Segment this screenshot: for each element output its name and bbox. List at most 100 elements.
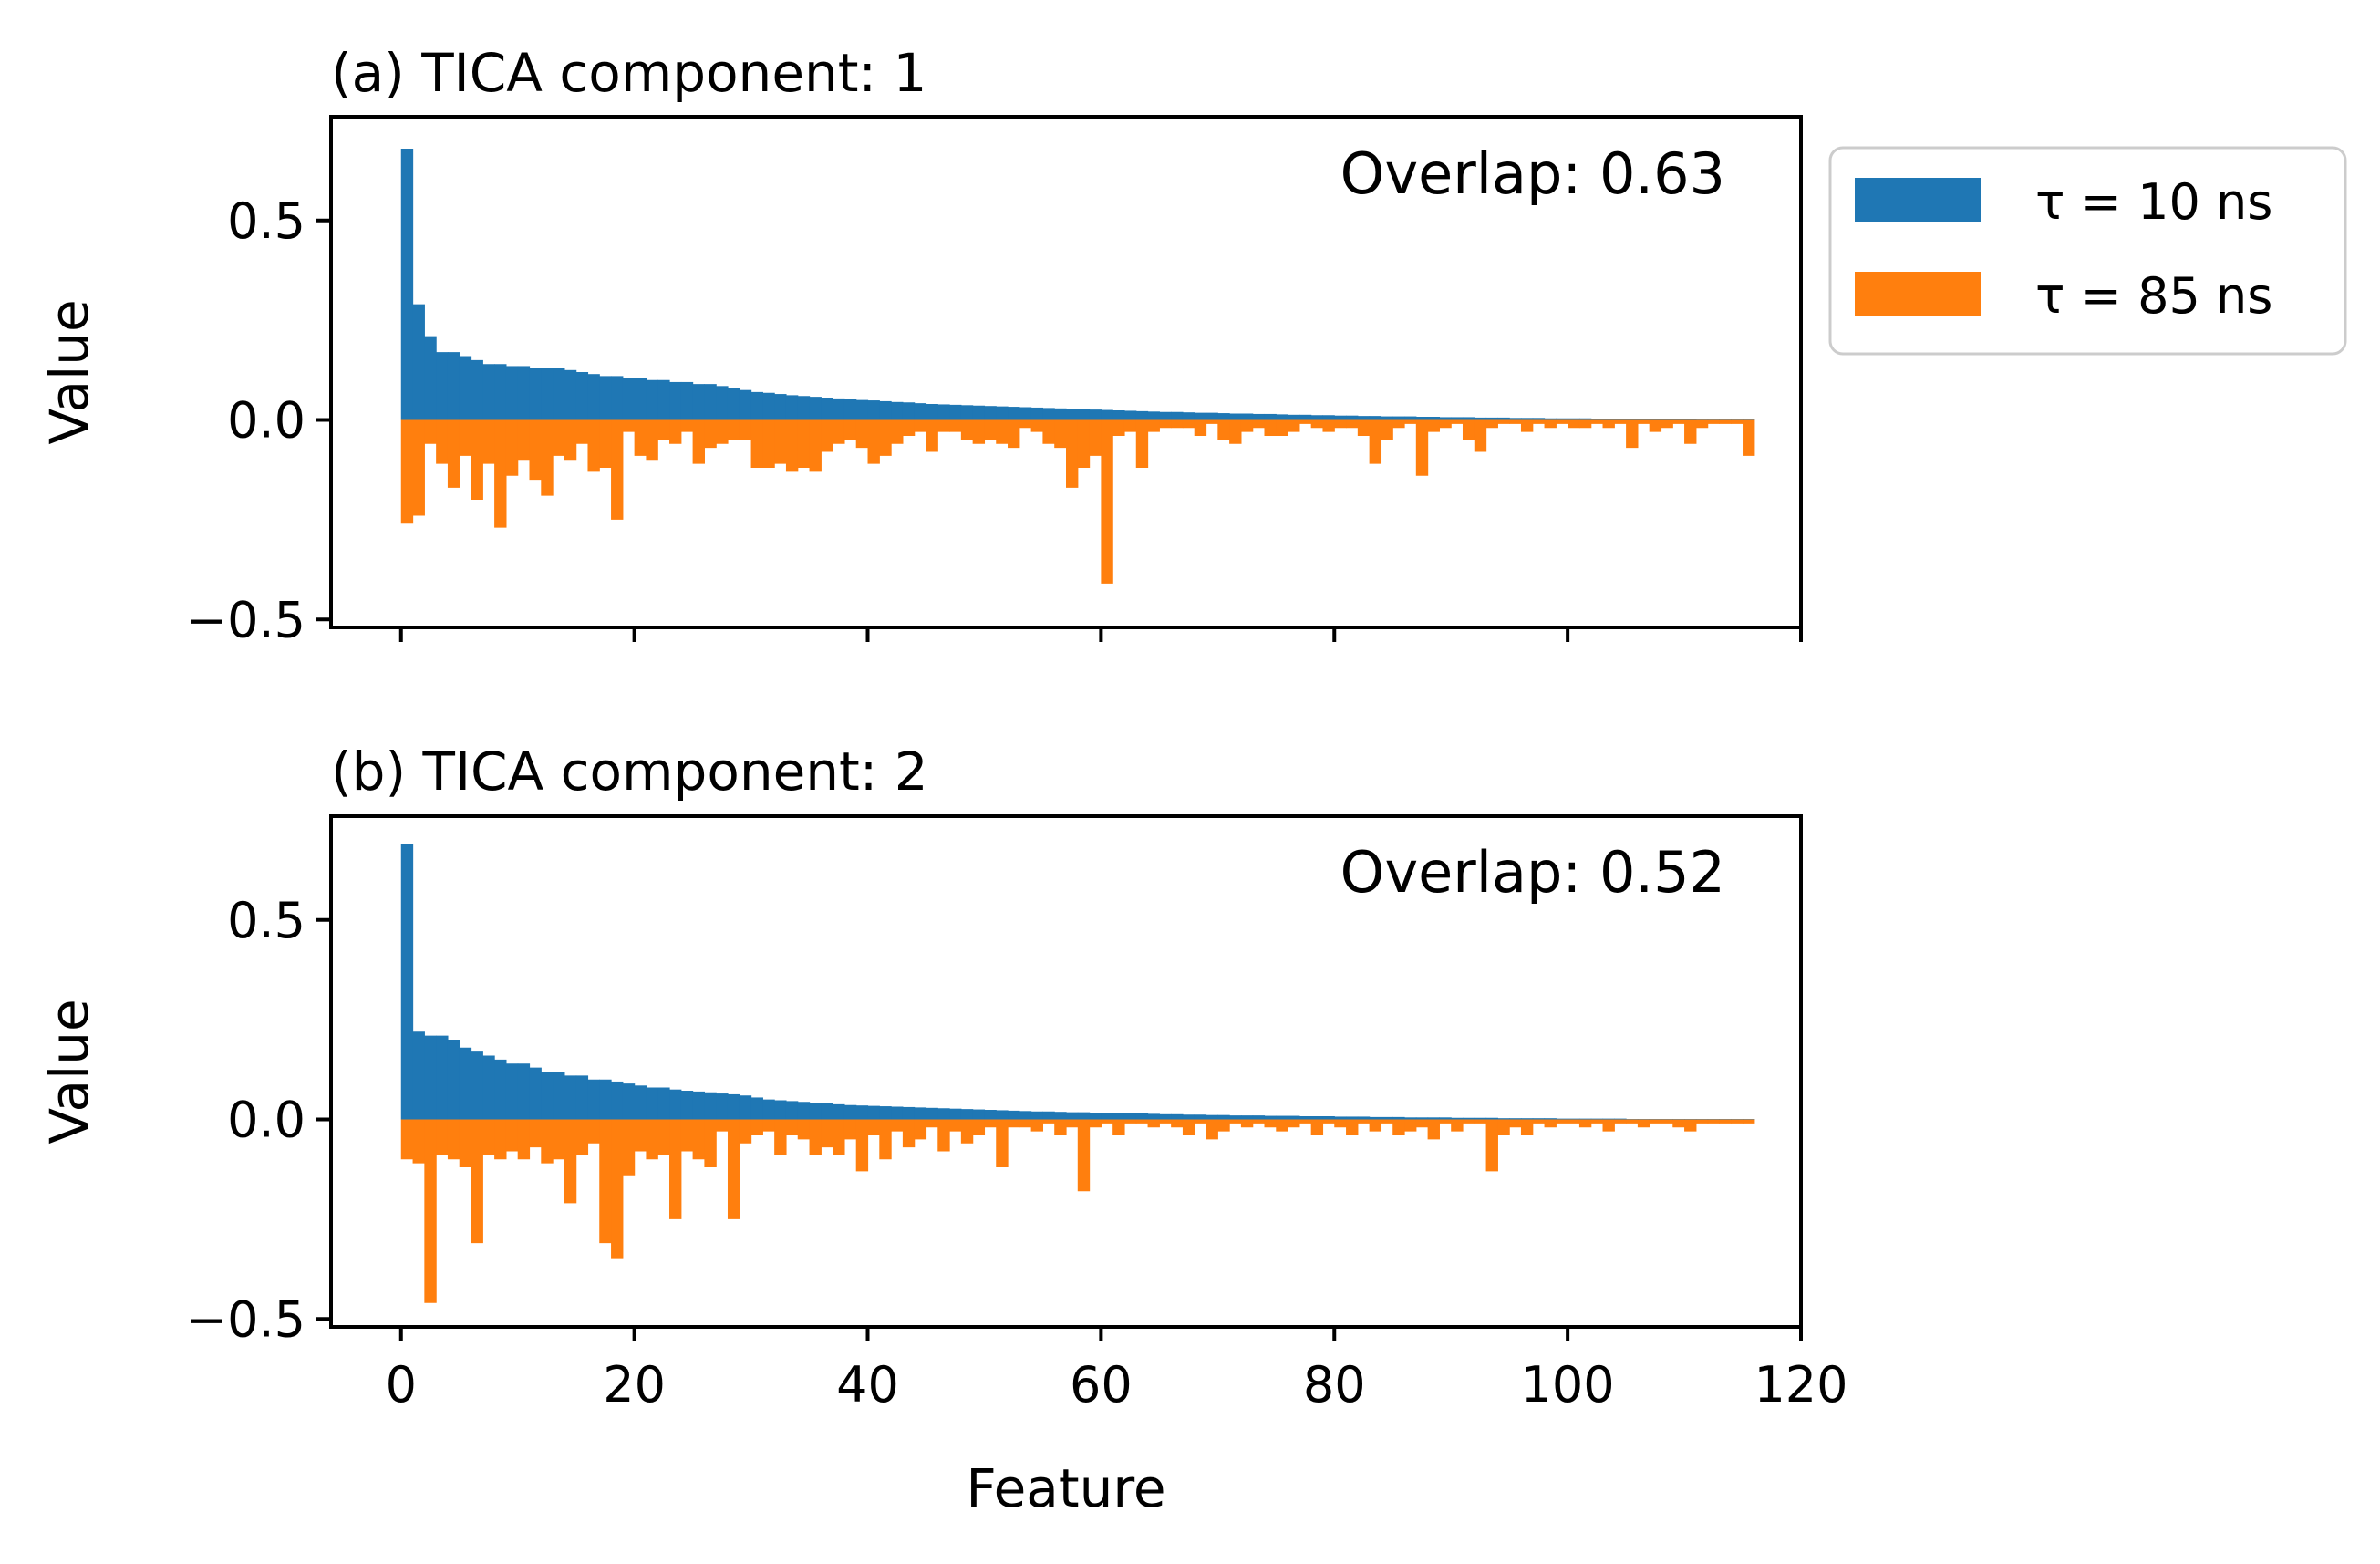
bar-s1-9: [505, 1063, 519, 1120]
bar-s2-102: [1590, 419, 1604, 424]
bar-s2-37: [833, 1119, 845, 1155]
bar-s1-32: [774, 394, 787, 420]
bar-s2-27: [716, 419, 729, 444]
bar-s2-14: [564, 1119, 577, 1204]
bar-s2-75: [1276, 1119, 1288, 1132]
bar-s2-6: [471, 1119, 483, 1244]
bar-s1-106: [1637, 1119, 1650, 1120]
bar-s2-23: [669, 419, 682, 444]
panel-a-overlap-annotation: Overlap: 0.63: [1340, 140, 1725, 207]
bar-s2-64: [1147, 419, 1160, 432]
bar-s1-2: [424, 336, 437, 420]
bar-s1-113: [1719, 419, 1732, 420]
bar-s2-33: [785, 1119, 799, 1135]
bar-s2-111: [1695, 1119, 1709, 1124]
bar-s2-69: [1206, 419, 1218, 424]
bar-s1-110: [1684, 1119, 1697, 1120]
panel-a-ylabel: Value: [38, 299, 100, 444]
bar-s1-99: [1556, 418, 1568, 420]
bar-s2-64: [1147, 1119, 1160, 1128]
bar-s1-51: [996, 1110, 1009, 1120]
bar-s1-40: [867, 400, 880, 420]
bar-s1-35: [809, 1103, 822, 1120]
bar-s1-12: [541, 368, 554, 420]
bar-s1-6: [471, 359, 483, 420]
bar-s2-75: [1276, 419, 1288, 436]
bar-s2-96: [1520, 1119, 1534, 1135]
bar-s2-33: [785, 419, 799, 472]
bar-s2-1: [412, 419, 425, 516]
bar-s2-43: [902, 1119, 916, 1148]
bar-s2-4: [447, 419, 460, 488]
bar-s1-33: [785, 1101, 799, 1120]
bar-s2-19: [622, 419, 636, 432]
x-tick-label: 60: [1070, 1356, 1133, 1414]
bar-s2-3: [436, 1119, 449, 1155]
bar-s2-60: [1101, 1119, 1113, 1124]
bar-s1-90: [1451, 1117, 1464, 1120]
bar-s1-57: [1066, 409, 1079, 420]
bar-s1-72: [1240, 413, 1254, 420]
panel-b: (b) TICA component: 2 −0.5 0.0 0.5 0 20 40 60…: [38, 741, 1848, 1519]
bar-s2-20: [634, 1119, 647, 1152]
bar-s1-52: [1008, 1110, 1020, 1120]
bar-s2-94: [1497, 419, 1510, 424]
bar-s2-28: [727, 1119, 740, 1219]
bar-s2-112: [1707, 1119, 1721, 1124]
bar-s2-38: [843, 419, 857, 440]
bar-s1-10: [517, 1063, 531, 1120]
bar-s2-55: [1042, 1119, 1055, 1124]
bar-s1-78: [1310, 1116, 1324, 1120]
bar-s2-46: [937, 419, 950, 432]
bar-s1-32: [774, 1100, 787, 1120]
bar-s1-37: [833, 398, 845, 420]
bar-s2-76: [1288, 1119, 1300, 1128]
bar-s2-16: [587, 419, 600, 472]
bar-s1-20: [634, 1085, 647, 1120]
bar-s2-68: [1194, 419, 1207, 436]
bar-s2-15: [575, 1119, 589, 1155]
bar-s2-100: [1568, 419, 1580, 429]
bar-s1-23: [669, 381, 682, 420]
y-tick-label: 0.5: [227, 192, 305, 250]
bar-s2-4: [447, 1119, 460, 1160]
bar-s1-66: [1171, 1113, 1184, 1120]
bar-s2-67: [1182, 1119, 1195, 1135]
bar-s2-50: [984, 1119, 997, 1128]
bar-s1-31: [762, 1099, 775, 1120]
bar-s1-112: [1707, 419, 1721, 420]
bar-s1-65: [1159, 411, 1172, 420]
bar-s1-48: [960, 405, 974, 420]
bar-s1-56: [1054, 408, 1067, 420]
bar-s1-8: [494, 364, 507, 420]
bar-s2-106: [1637, 419, 1650, 424]
bar-s1-38: [843, 399, 857, 420]
bar-s1-76: [1288, 414, 1300, 420]
bar-s2-93: [1485, 419, 1498, 429]
bar-s1-26: [704, 384, 717, 420]
bar-s2-32: [774, 1119, 787, 1155]
bar-s2-73: [1252, 1119, 1266, 1124]
bar-s2-107: [1649, 1119, 1662, 1124]
bar-s1-21: [646, 1087, 658, 1120]
bar-s1-28: [727, 1093, 740, 1120]
bar-s2-11: [529, 1119, 542, 1148]
bar-s2-29: [739, 1119, 752, 1144]
bar-s1-59: [1089, 1113, 1102, 1120]
bar-s2-81: [1346, 1119, 1359, 1135]
bar-s1-40: [867, 1105, 880, 1120]
bar-s1-111: [1695, 1119, 1709, 1120]
bar-s2-6: [471, 419, 483, 500]
bar-s1-7: [482, 1055, 495, 1120]
bar-s1-86: [1404, 416, 1417, 420]
bar-s2-70: [1217, 419, 1230, 440]
bar-s1-13: [553, 368, 565, 420]
bar-s1-12: [541, 1072, 554, 1120]
x-axis-label: Feature: [966, 1457, 1165, 1519]
bar-s2-15: [575, 419, 589, 444]
bar-s2-65: [1159, 1119, 1172, 1124]
bar-s2-115: [1743, 1119, 1755, 1124]
bar-s2-21: [646, 1119, 658, 1160]
panel-b-bars: [400, 844, 1755, 1303]
